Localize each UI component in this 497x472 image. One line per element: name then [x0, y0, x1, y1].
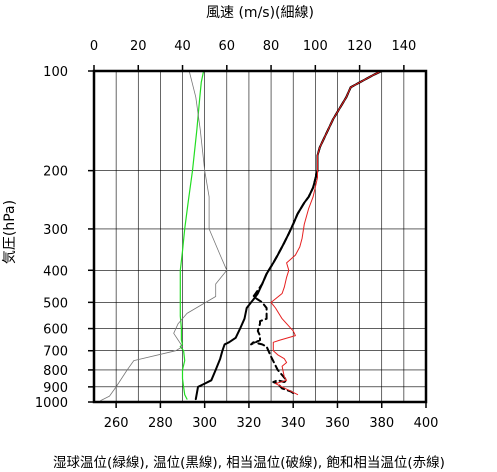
top-tick-label: 100 [303, 39, 328, 54]
y-tick-label: 300 [43, 223, 68, 238]
bottom-tick-label: 380 [369, 416, 394, 431]
y-tick-label: 1000 [35, 396, 68, 411]
grid-lines [94, 71, 426, 402]
y-tick-label: 400 [43, 264, 68, 279]
y-tick-label: 700 [43, 345, 68, 360]
top-tick-label: 120 [347, 39, 372, 54]
series-line-green [179, 70, 205, 400]
bottom-tick-label: 320 [237, 416, 262, 431]
y-tick-label: 100 [43, 65, 68, 80]
y-tick-label: 200 [43, 165, 68, 180]
top-axis-title: 風速 (m/s)(細線) [206, 5, 314, 21]
tick-labels: 0 20 40 60 80 100 120 140 260 280 300 320 340 360 380 4… [35, 39, 439, 431]
bottom-tick-label: 360 [325, 416, 350, 431]
top-tick-label: 80 [263, 39, 280, 54]
top-tick-label: 20 [130, 39, 147, 54]
y-tick-label: 800 [43, 364, 68, 379]
bottom-tick-label: 300 [192, 416, 217, 431]
bottom-axis-title: 湿球温位(緑線), 温位(黒線), 相当温位(破線), 飽和相当温位(赤線) [53, 455, 445, 471]
series-line-thin-gray [100, 70, 228, 402]
bottom-tick-label: 280 [148, 416, 173, 431]
y-tick-label: 600 [43, 323, 68, 338]
y-tick-label: 900 [43, 381, 68, 396]
series-line-black-dashed [250, 70, 383, 395]
bottom-tick-label: 260 [104, 416, 129, 431]
y-tick-label: 500 [43, 296, 68, 311]
top-tick-label: 60 [219, 39, 236, 54]
series-layer [100, 70, 383, 402]
bottom-tick-label: 340 [281, 416, 306, 431]
top-tick-label: 0 [90, 39, 98, 54]
y-axis-title: 気圧(hPa) [2, 200, 18, 264]
bottom-tick-label: 400 [414, 416, 439, 431]
series-line-red-solid [270, 70, 383, 396]
top-tick-label: 140 [391, 39, 416, 54]
plot-frame [92, 69, 428, 404]
top-tick-label: 40 [174, 39, 191, 54]
